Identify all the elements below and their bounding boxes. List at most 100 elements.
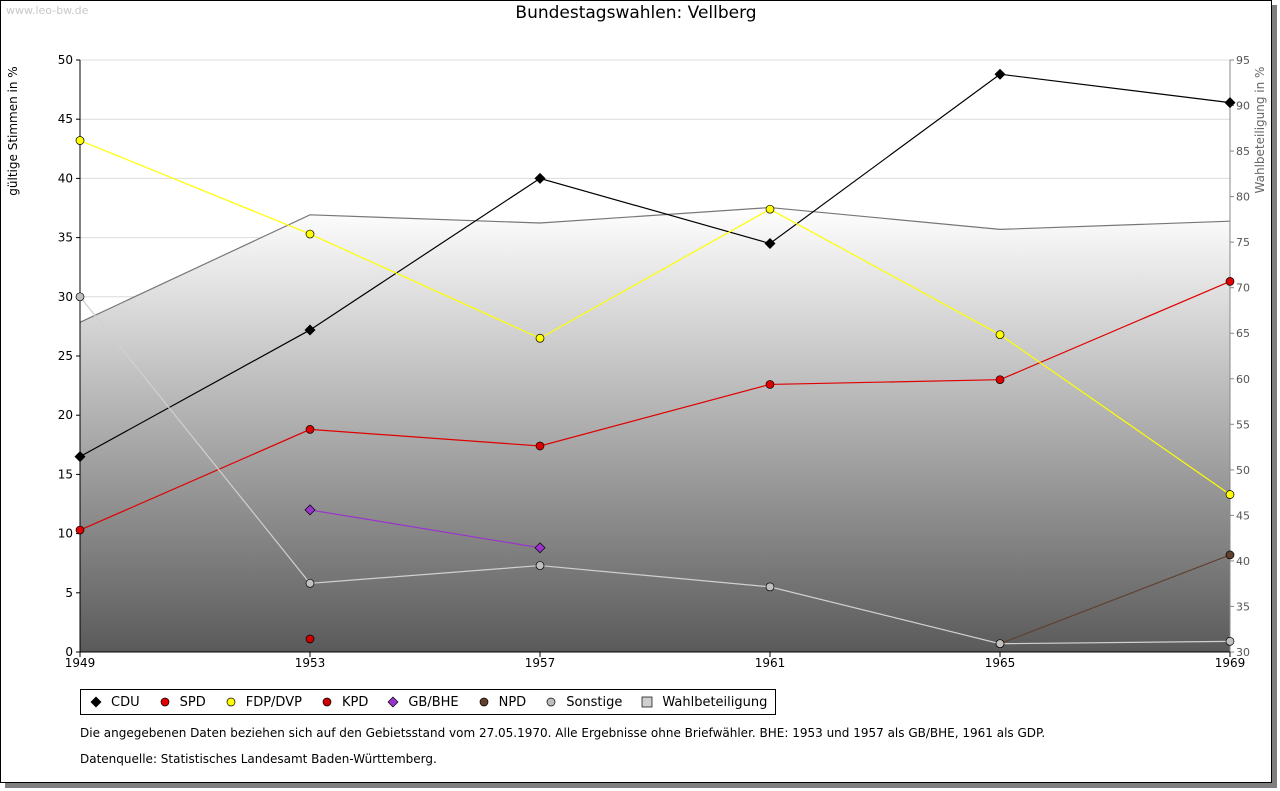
x-tick-label: 1953 — [295, 656, 326, 670]
point-cdu — [534, 172, 546, 184]
y-tick-label: 10 — [58, 527, 73, 541]
legend-marker-cdu — [90, 696, 102, 708]
point-spd — [1225, 277, 1235, 286]
y-tick-label: 45 — [58, 112, 73, 126]
point-spd — [535, 441, 545, 451]
y2-axis-title: Wahlbeteiligung in % — [1253, 67, 1267, 194]
y2-tick-label: 60 — [1236, 373, 1250, 386]
point-cdu — [994, 68, 1006, 80]
point-cdu — [304, 324, 316, 336]
legend-marker-gb-bhe — [387, 696, 399, 708]
y2-tick-label: 90 — [1236, 100, 1250, 113]
legend: CDU SPD FDP/DVP KPD GB/BHE NPD Sonstige Wahlbet… — [80, 689, 777, 715]
y2-tick-label: 70 — [1236, 282, 1250, 295]
point-fdp-dvp — [535, 333, 545, 343]
point-spd — [765, 380, 775, 389]
y-tick-label: 35 — [58, 231, 73, 245]
series-line-spd — [79, 280, 1231, 531]
legend-label: CDU — [111, 694, 140, 710]
legend-item-wahlbeteiligung: Wahlbeteiligung — [638, 695, 767, 710]
legend-label: FDP/DVP — [245, 694, 302, 710]
y-tick-label: 5 — [65, 586, 73, 600]
point-sonstige — [305, 578, 315, 588]
x-tick-label: 1957 — [525, 656, 556, 670]
y2-tick-label: 65 — [1236, 327, 1250, 340]
y2-tick-label: 55 — [1236, 418, 1250, 431]
point-fdp-dvp — [75, 136, 85, 145]
legend-item-npd: NPD — [475, 694, 527, 710]
point-sonstige — [995, 639, 1005, 649]
y2-tick-label: 50 — [1236, 464, 1250, 477]
point-fdp-dvp — [1225, 490, 1235, 499]
series-line-cdu — [79, 73, 1231, 458]
axis-labels: 0 5 10 15 20 25 30 35 40 45 50 30 35 40 45 50 55 60 65 70 75… — [6, 53, 1267, 670]
y2-tick-label: 85 — [1236, 145, 1250, 158]
legend-item-kpd: KPD — [318, 695, 368, 710]
point-gb-bhe — [304, 504, 316, 516]
point-cdu — [74, 451, 86, 463]
point-spd — [305, 425, 315, 434]
y-tick-label: 20 — [58, 408, 73, 422]
point-fdp-dvp — [995, 330, 1005, 340]
legend-item-gb-bhe: GB/BHE — [384, 694, 459, 710]
point-spd — [995, 375, 1005, 385]
legend-marker-fdp-dvp — [226, 697, 236, 707]
point-fdp-dvp — [765, 204, 775, 214]
point-cdu — [1224, 97, 1236, 109]
legend-item-cdu: CDU — [87, 695, 140, 710]
series-markers — [74, 68, 1236, 649]
legend-label: Sonstige — [566, 694, 623, 710]
legend-marker-spd — [160, 697, 169, 707]
y-tick-label: 15 — [58, 467, 73, 481]
point-fdp-dvp — [305, 229, 315, 239]
y2-tick-label: 95 — [1236, 54, 1250, 67]
x-tick-label: 1969 — [1215, 656, 1246, 670]
legend-marker-kpd — [322, 697, 332, 707]
legend-item-spd: SPD — [156, 695, 206, 710]
y-tick-label: 30 — [58, 290, 73, 304]
series-line-npd — [999, 554, 1231, 645]
point-sonstige — [535, 561, 545, 570]
footnote-data-scope: Die angegebenen Daten beziehen sich auf … — [80, 726, 1046, 740]
x-tick-label: 1965 — [985, 656, 1016, 670]
y2-tick-label: 45 — [1236, 509, 1250, 522]
legend-marker-wahlbeteiligung — [642, 696, 653, 708]
watermark: www.leo-bw.de — [6, 4, 89, 17]
turnout-area-fill — [80, 207, 1230, 652]
series-line-fdp-dvp — [79, 139, 1231, 496]
point-gb-bhe — [534, 542, 546, 554]
turnout-area — [79, 206, 1231, 652]
legend-marker-sonstige — [546, 697, 556, 707]
point-kpd — [305, 634, 315, 644]
y-tick-label: 40 — [58, 171, 73, 185]
turnout-line — [79, 206, 1231, 323]
y2-tick-label: 30 — [1236, 646, 1250, 659]
legend-label: GB/BHE — [408, 694, 459, 710]
y2-tick-label: 75 — [1236, 236, 1250, 249]
y-tick-label: 0 — [65, 645, 73, 659]
legend-label: NPD — [498, 694, 527, 710]
line-chart: 0 5 10 15 20 25 30 35 40 45 50 30 35 40 45 50 55 60 65 70 75… — [6, 53, 1267, 670]
point-sonstige — [765, 582, 775, 592]
series-line-sonstige — [79, 296, 1231, 645]
series-lines — [79, 73, 1231, 645]
legend-label: Wahlbeteiligung — [662, 694, 768, 710]
legend-marker-npd — [479, 697, 488, 707]
legend-label: KPD — [341, 694, 369, 710]
legend-item-fdp-dvp: FDP/DVP — [222, 695, 302, 710]
legend-item-sonstige: Sonstige — [542, 695, 622, 710]
chart-title: Bundestagswahlen: Vellberg — [515, 3, 757, 23]
series-line-gb-bhe — [309, 509, 541, 549]
y2-tick-label: 80 — [1236, 191, 1250, 204]
point-spd — [75, 525, 85, 535]
y2-tick-label: 35 — [1236, 600, 1250, 613]
y-tick-label: 25 — [58, 349, 73, 363]
y2-tick-label: 40 — [1236, 555, 1250, 568]
point-npd — [1225, 550, 1235, 560]
legend-label: SPD — [179, 694, 206, 710]
x-tick-label: 1949 — [65, 656, 96, 670]
y-tick-label: 50 — [58, 53, 73, 67]
footnote-data-source: Datenquelle: Statistisches Landesamt Bad… — [80, 752, 437, 766]
point-sonstige — [1225, 636, 1235, 646]
point-sonstige — [75, 292, 85, 302]
